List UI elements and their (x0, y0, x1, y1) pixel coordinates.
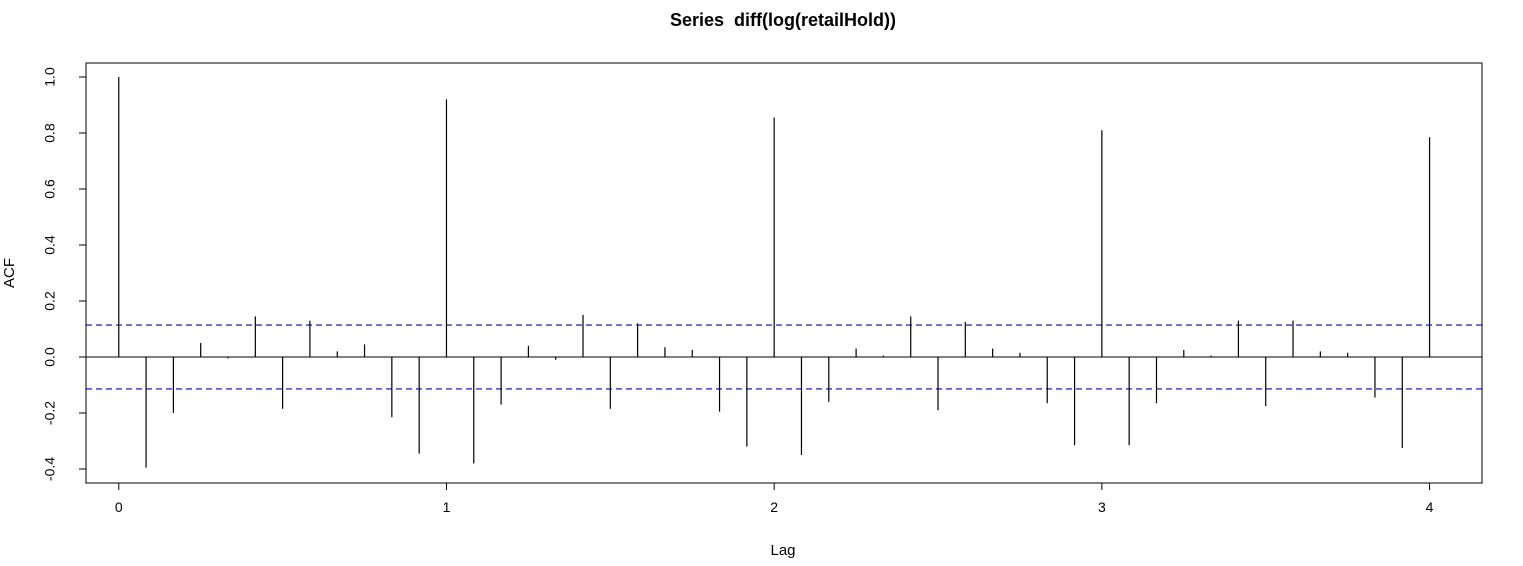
y-axis-label: ACF (1, 258, 18, 288)
x-tick-label: 2 (770, 499, 778, 515)
y-tick-label: 0.2 (42, 291, 58, 311)
y-tick-label: -0.4 (42, 457, 58, 481)
acf-bars (118, 77, 1431, 468)
y-tick-label: 0.6 (42, 179, 58, 199)
y-tick-label: 1.0 (42, 67, 58, 87)
x-tick-label: 1 (443, 499, 451, 515)
confidence-bounds (86, 324, 1482, 390)
y-tick-label: 0.4 (42, 235, 58, 255)
plot-frame (85, 62, 1483, 484)
chart-title: Series diff(log(retailHold)) (670, 10, 896, 30)
x-tick-label: 4 (1426, 499, 1434, 515)
y-axis: -0.4 -0.2 0.0 0.2 0.4 0.6 0.8 1.0 (42, 67, 87, 481)
x-axis-label: Lag (770, 542, 795, 559)
y-tick-label: 0.8 (42, 123, 58, 143)
x-axis: 0 1 2 3 4 (115, 482, 1434, 515)
x-tick-label: 3 (1098, 499, 1106, 515)
x-tick-label: 0 (115, 499, 123, 515)
y-tick-label: 0.0 (42, 347, 58, 367)
y-tick-label: -0.2 (42, 401, 58, 425)
